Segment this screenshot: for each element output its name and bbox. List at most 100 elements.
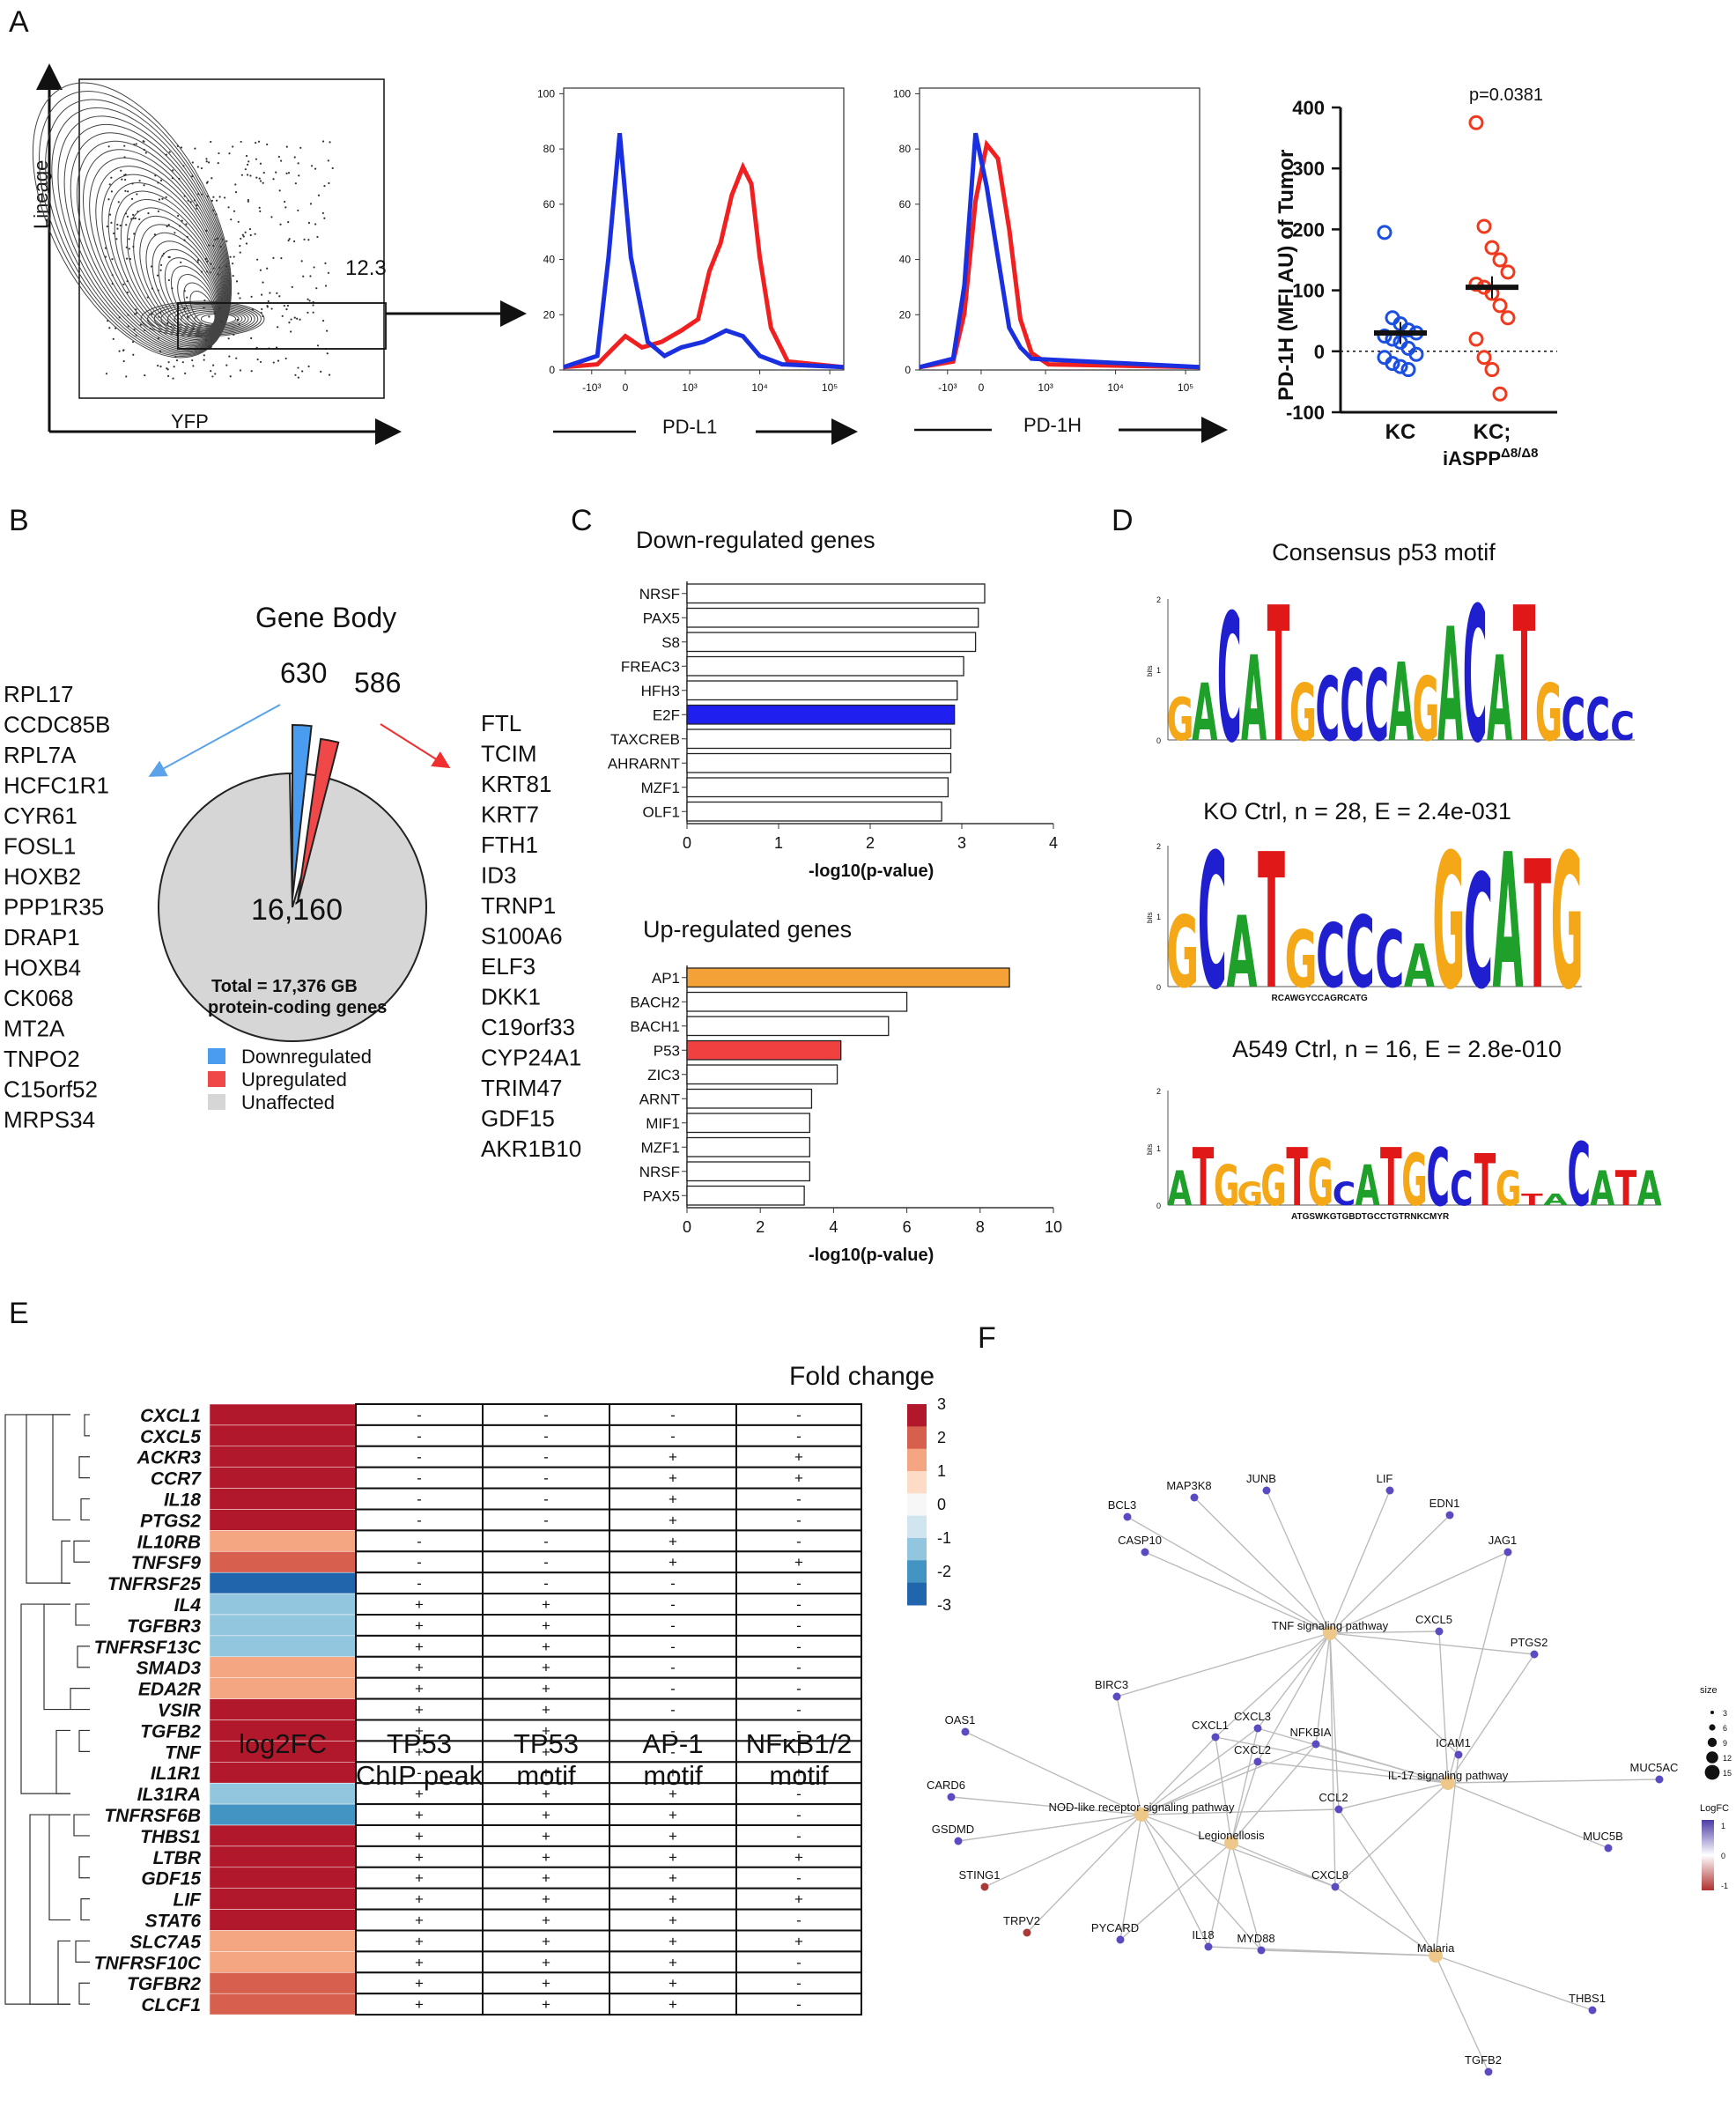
dot-y-tick-label: 0 — [1314, 341, 1325, 363]
flow-event-dot — [215, 213, 218, 216]
flow-event-dot — [215, 199, 218, 202]
legend-label: Downregulated — [241, 1046, 372, 1068]
flow-event-dot — [307, 221, 311, 225]
flow-event-dot — [239, 245, 241, 248]
histogram-pdl1: 0 20 40 60 80 100 -10³ 0 10³ 10⁴ 10⁵ PD-L1 — [537, 87, 858, 445]
dot-point — [1492, 298, 1508, 314]
network-edge — [1141, 1743, 1317, 1815]
flow-event-dot — [125, 246, 128, 248]
color-scale-tick-label: 2 — [937, 1429, 946, 1446]
motif-cell-value: + — [542, 1638, 550, 1655]
flow-event-dot — [314, 223, 317, 226]
gene-node — [1334, 1805, 1343, 1814]
motif-cell-value: + — [669, 1891, 677, 1908]
heatmap-gene-label: VSIR — [158, 1701, 202, 1721]
motif-cell-value: - — [543, 1512, 549, 1528]
bar — [686, 967, 1010, 988]
network-edge — [950, 1796, 1142, 1815]
legend-logfc-tick: 1 — [1721, 1822, 1725, 1830]
motif-cell-value: + — [794, 1743, 803, 1760]
flow-event-dot — [320, 370, 322, 373]
flow-event-dot — [180, 146, 183, 149]
panel-label-f: F — [978, 1321, 996, 1355]
motif-cell-value: + — [669, 1470, 677, 1487]
logo-letter: G — [1412, 658, 1439, 760]
flow-event-dot — [128, 238, 130, 240]
motif-cell-value: - — [796, 1722, 802, 1739]
gene-node — [1262, 1486, 1271, 1495]
flow-event-dot — [285, 172, 288, 174]
heatmap-gene-label: CLCF1 — [141, 1995, 201, 2015]
hist-x-tick-label: 10³ — [1038, 381, 1053, 394]
flow-event-dot — [118, 350, 121, 352]
logo-letter: A — [1493, 815, 1524, 1032]
up-gene-label: TRNP1 — [481, 892, 556, 919]
legend-size-dot — [1706, 1751, 1718, 1764]
flow-event-dot — [250, 370, 253, 373]
down-gene-label: HCFC1R1 — [4, 773, 109, 799]
motif-cell-value: - — [417, 1512, 422, 1528]
contour-line — [194, 312, 240, 326]
legend-logfc-title: LogFC — [1700, 1803, 1729, 1814]
gene-node — [954, 1837, 963, 1845]
flow-event-dot — [314, 167, 317, 170]
flow-event-dot — [157, 210, 159, 213]
dot-point — [1400, 322, 1416, 338]
flow-event-dot — [240, 140, 242, 144]
logo-letter: T — [1286, 1132, 1308, 1224]
flow-event-dot — [231, 263, 234, 265]
heatmap-cell — [209, 1635, 357, 1658]
flow-event-dot — [154, 174, 157, 177]
flow-event-dot — [210, 140, 212, 144]
bar-category-label: ARNT — [639, 1091, 680, 1107]
legend-logfc-bar — [1702, 1820, 1714, 1890]
down-gene-label: HOXB2 — [4, 863, 81, 890]
flow-event-dot — [217, 273, 219, 276]
flow-event-dot — [133, 233, 136, 235]
flow-event-dot — [250, 295, 253, 298]
flow-event-dot — [183, 290, 186, 292]
logo-letter: A — [1404, 933, 1435, 1001]
flow-event-dot — [166, 225, 168, 228]
motif-cell-value: + — [415, 1617, 424, 1634]
bar — [686, 655, 964, 677]
up-gene-label: TCIM — [481, 741, 537, 767]
heatmap-cell — [209, 1446, 357, 1468]
bar-category-label: AP1 — [652, 970, 680, 987]
bar-category-label: P53 — [654, 1042, 680, 1059]
motif-cell-value: - — [670, 1660, 676, 1676]
flow-event-dot — [248, 227, 252, 231]
contour-line — [181, 309, 246, 329]
motif-cell-value: + — [542, 1743, 550, 1760]
flow-event-dot — [225, 240, 228, 242]
flow-event-dot — [159, 179, 163, 182]
hist-y-tick-label: 60 — [899, 198, 912, 211]
gene-label: CXCL2 — [1234, 1743, 1271, 1756]
flow-event-dot — [157, 337, 159, 340]
pathway-label: Malaria — [1417, 1941, 1455, 1955]
contour-line — [200, 313, 237, 325]
flow-event-dot — [143, 140, 145, 143]
flow-event-dot — [130, 218, 133, 220]
flow-event-dot — [186, 235, 188, 239]
flow-event-dot — [297, 366, 299, 369]
flow-event-dot — [127, 314, 129, 316]
flow-event-dot — [307, 311, 309, 314]
heatmap-gene-label: IL18 — [164, 1490, 201, 1511]
motif-cell-value: + — [542, 1596, 550, 1613]
color-scale-segment — [907, 1404, 927, 1427]
network-edge — [1215, 1632, 1331, 1738]
panel-label-b: B — [9, 504, 29, 537]
hist-y-tick-label: 80 — [899, 143, 912, 155]
flow-event-dot — [327, 159, 329, 162]
flow-event-dot — [285, 308, 288, 311]
gene-label: CCL2 — [1319, 1791, 1348, 1804]
logo-letter: C — [1561, 685, 1585, 754]
dot-point — [1500, 310, 1516, 326]
logo-letter: G — [1551, 815, 1584, 1032]
hist-x-tick-label: -10³ — [938, 381, 957, 394]
motif-title: A549 Ctrl, n = 16, E = 2.8e-010 — [1232, 1036, 1562, 1062]
heatmap-gene-label: GDF15 — [141, 1869, 201, 1889]
flow-event-dot — [262, 171, 265, 174]
bar-category-label: PAX5 — [643, 610, 680, 626]
